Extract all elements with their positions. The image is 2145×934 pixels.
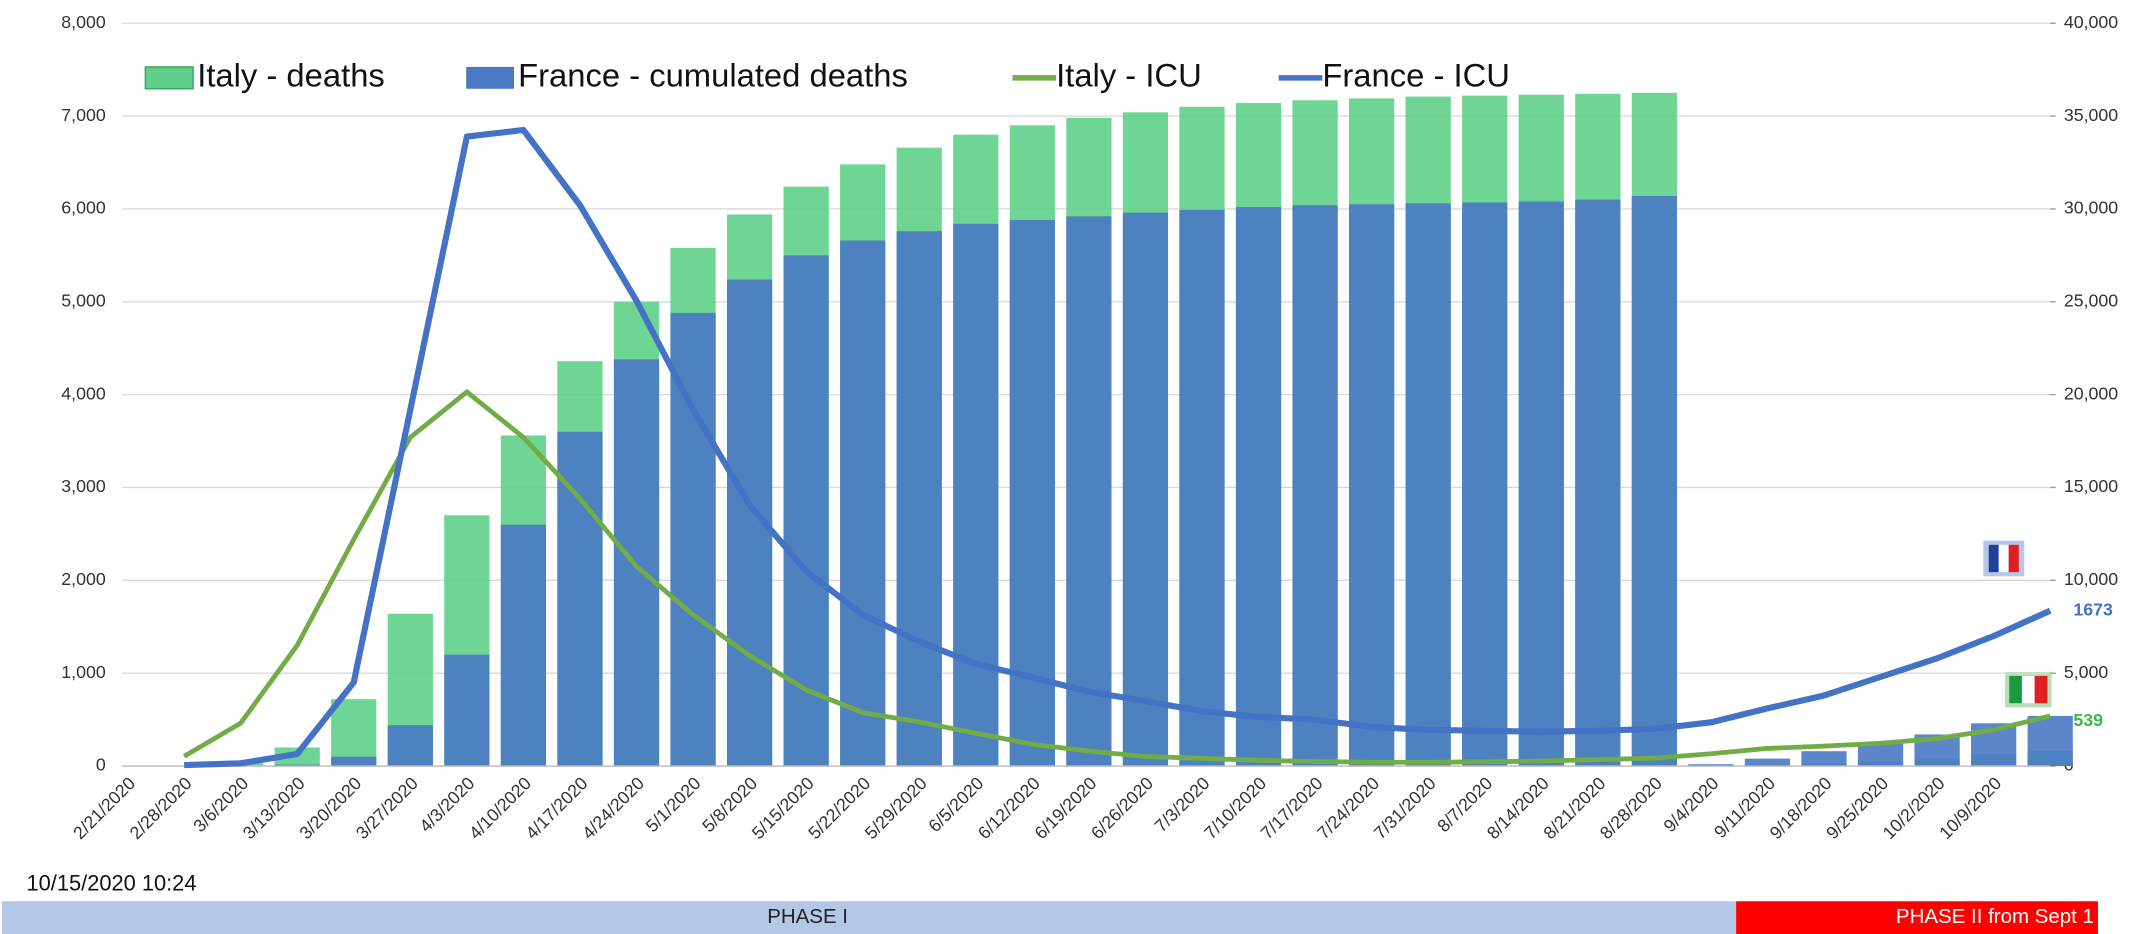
- y-tick-label: 6,000: [61, 198, 106, 218]
- y-tick-label: 4,000: [61, 383, 106, 403]
- y2-tick-label: 10,000: [2064, 569, 2118, 589]
- y-tick-label: 0: [96, 755, 106, 775]
- bar: [2027, 715, 2073, 767]
- x-tick-label: 5/29/2020: [861, 773, 931, 843]
- y2-tick-label: 40,000: [2064, 12, 2118, 32]
- phase-band: [1, 901, 1737, 934]
- legend-label: France - cumulated deaths: [518, 56, 908, 93]
- x-tick-label: 5/1/2020: [642, 773, 705, 836]
- bar: [1235, 207, 1282, 767]
- bar: [1688, 764, 1734, 767]
- bar: [387, 725, 433, 767]
- phase-label: PHASE I: [767, 905, 848, 928]
- timestamp: 10/15/2020 10:24: [27, 871, 197, 896]
- bar: [1349, 204, 1395, 767]
- x-tick-label: 6/26/2020: [1087, 773, 1157, 843]
- data-label: 539: [2073, 710, 2103, 730]
- x-tick-label: 10/9/2020: [1935, 773, 2005, 843]
- y-tick-label: 5,000: [61, 290, 106, 310]
- legend-label: Italy - deaths: [197, 56, 385, 93]
- y-tick-label: 8,000: [61, 12, 106, 32]
- flag-france: [1983, 540, 2025, 577]
- bar: [557, 431, 603, 767]
- bar: [953, 223, 999, 767]
- bar: [1744, 758, 1791, 767]
- bar: [670, 312, 716, 767]
- bar: [500, 524, 547, 767]
- legend-label: France - ICU: [1322, 56, 1510, 93]
- y2-tick-label: 30,000: [2064, 198, 2118, 218]
- bar: [840, 240, 886, 767]
- bar: [896, 231, 942, 767]
- bar: [1405, 203, 1451, 767]
- bar: [331, 756, 377, 767]
- bar: [1462, 202, 1508, 767]
- legend-label: Italy - ICU: [1056, 56, 1202, 93]
- y2-tick-label: 25,000: [2064, 290, 2118, 310]
- line: [184, 126, 2052, 769]
- y2-tick-label: 35,000: [2064, 105, 2118, 125]
- legend-swatch: [466, 66, 515, 89]
- bar: [1518, 201, 1564, 767]
- bar: [1575, 199, 1621, 767]
- bar: [1292, 205, 1338, 767]
- y-tick-label: 3,000: [61, 476, 106, 496]
- phase-band: [1736, 901, 2098, 934]
- line: [182, 389, 2051, 765]
- x-tick-label: 7/31/2020: [1370, 773, 1440, 843]
- y2-tick-label: 5,000: [2064, 662, 2109, 682]
- bar: [444, 654, 490, 767]
- bar: [1122, 212, 1169, 767]
- bar: [1179, 209, 1225, 767]
- x-tick-label: 2/28/2020: [126, 773, 196, 843]
- x-tick-label: 8/28/2020: [1596, 773, 1666, 843]
- y2-tick-label: 20,000: [2064, 383, 2118, 403]
- y-tick-label: 7,000: [61, 105, 106, 125]
- y-tick-label: 1,000: [61, 662, 106, 682]
- bar: [274, 764, 320, 767]
- x-tick-label: 4/24/2020: [578, 773, 648, 843]
- bar: [1066, 216, 1112, 767]
- y-tick-label: 2,000: [61, 569, 106, 589]
- bar: [1857, 743, 1904, 767]
- y2-tick-label: 15,000: [2064, 476, 2118, 496]
- phase-label: PHASE II from Sept 1: [1896, 905, 2094, 928]
- flag-italy: [2005, 671, 2052, 708]
- bar: [1801, 751, 1847, 767]
- bar: [331, 699, 377, 767]
- bar: [1631, 195, 1677, 767]
- data-label: 1673: [2073, 599, 2113, 619]
- legend-swatch: [144, 66, 194, 90]
- x-tick-label: 3/27/2020: [352, 773, 422, 843]
